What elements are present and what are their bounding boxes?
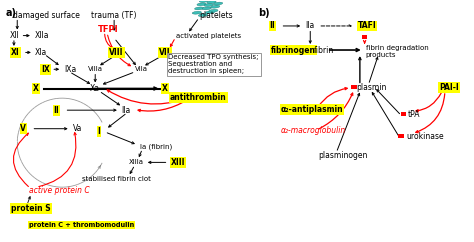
Text: XIa: XIa — [35, 48, 47, 57]
Text: α₂-macroglobulin: α₂-macroglobulin — [281, 126, 346, 135]
Ellipse shape — [210, 5, 220, 8]
Text: Va: Va — [73, 124, 82, 133]
Text: active protein C: active protein C — [29, 186, 90, 195]
Ellipse shape — [209, 9, 218, 12]
Ellipse shape — [199, 0, 209, 2]
Text: stabilised fibrin clot: stabilised fibrin clot — [82, 176, 151, 182]
Text: IX: IX — [41, 65, 50, 74]
Ellipse shape — [202, 7, 211, 10]
Text: XIII: XIII — [171, 158, 185, 167]
Text: II: II — [270, 22, 275, 30]
Text: XII: XII — [10, 31, 20, 40]
Text: X: X — [33, 84, 39, 93]
Ellipse shape — [207, 1, 216, 4]
Text: fibrinogen: fibrinogen — [271, 45, 316, 54]
Ellipse shape — [213, 2, 223, 5]
Text: IIa: IIa — [121, 106, 130, 115]
Text: Xa: Xa — [90, 84, 100, 93]
Text: protein C + thrombomodulin: protein C + thrombomodulin — [29, 222, 134, 228]
Text: plasminogen: plasminogen — [318, 151, 368, 160]
Text: I: I — [98, 127, 100, 136]
Text: b): b) — [258, 8, 270, 18]
Text: XI: XI — [11, 48, 20, 57]
Text: trauma (TF): trauma (TF) — [91, 11, 137, 20]
Text: antithrombin: antithrombin — [170, 93, 227, 102]
Text: VIIIa: VIIIa — [88, 66, 103, 72]
Text: fibrin degradation
products: fibrin degradation products — [365, 45, 428, 58]
Bar — [351, 85, 357, 89]
Ellipse shape — [197, 3, 206, 6]
Text: fibrin: fibrin — [314, 45, 334, 54]
Bar — [401, 112, 406, 116]
Text: XIIIa: XIIIa — [129, 159, 144, 165]
Text: platelets: platelets — [199, 11, 233, 20]
Text: PAI-I: PAI-I — [439, 83, 459, 92]
Text: activated platelets: activated platelets — [175, 33, 241, 38]
Text: V: V — [20, 124, 27, 133]
Text: IXa: IXa — [64, 65, 76, 74]
Text: VIII: VIII — [109, 48, 124, 57]
Text: XIIa: XIIa — [35, 31, 49, 40]
Ellipse shape — [194, 7, 204, 10]
Bar — [398, 134, 404, 138]
Text: protein S: protein S — [11, 204, 51, 213]
Text: TAFI: TAFI — [357, 22, 376, 30]
Text: tPA: tPA — [408, 110, 420, 119]
Bar — [362, 35, 367, 39]
Text: X: X — [162, 84, 168, 93]
Text: TFPI: TFPI — [98, 25, 119, 34]
Text: urokinase: urokinase — [406, 132, 444, 141]
Ellipse shape — [204, 4, 213, 7]
Text: VIIa: VIIa — [135, 66, 147, 72]
Text: IIa: IIa — [305, 22, 314, 30]
Ellipse shape — [192, 11, 201, 14]
Text: damaged surface: damaged surface — [12, 11, 79, 20]
Text: plasmin: plasmin — [356, 83, 386, 92]
Text: a): a) — [5, 8, 17, 18]
Text: α₂-antiplasmin: α₂-antiplasmin — [281, 105, 344, 114]
Ellipse shape — [205, 11, 215, 14]
Text: Decreased TPO synthesis;
Sequestration and
destruction in spleen;: Decreased TPO synthesis; Sequestration a… — [168, 54, 259, 75]
Text: II: II — [54, 106, 59, 115]
Text: Ia (fibrin): Ia (fibrin) — [140, 143, 172, 150]
Text: VII: VII — [159, 48, 171, 57]
Ellipse shape — [198, 14, 208, 16]
